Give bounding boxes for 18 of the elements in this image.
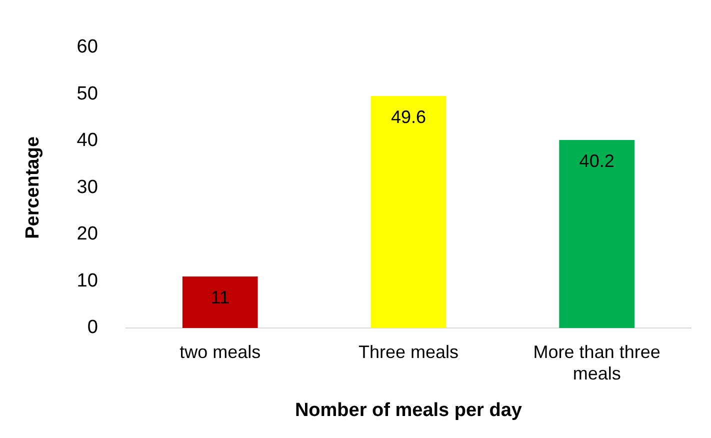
x-axis-title: Nomber of meals per day — [294, 400, 522, 421]
data-label: 11 — [210, 288, 230, 308]
y-tick-label: 40 — [76, 130, 98, 152]
bar — [559, 140, 634, 328]
y-tick-label: 60 — [76, 36, 98, 58]
y-axis-title: Percentage — [22, 136, 44, 239]
bar — [182, 276, 258, 328]
bar — [370, 96, 446, 328]
x-tick-label: two meals — [180, 342, 261, 362]
y-tick-label: 10 — [76, 270, 98, 292]
y-tick-label: 30 — [76, 176, 98, 198]
y-tick-label: 50 — [76, 83, 98, 104]
y-tick-label: 0 — [87, 317, 98, 338]
data-label: 49.6 — [390, 107, 426, 128]
y-tick-label: 20 — [76, 224, 98, 245]
x-tick-label: Three meals — [358, 342, 458, 362]
data-label: 40.2 — [579, 150, 614, 171]
x-tick-label: More than three meals — [533, 342, 660, 384]
